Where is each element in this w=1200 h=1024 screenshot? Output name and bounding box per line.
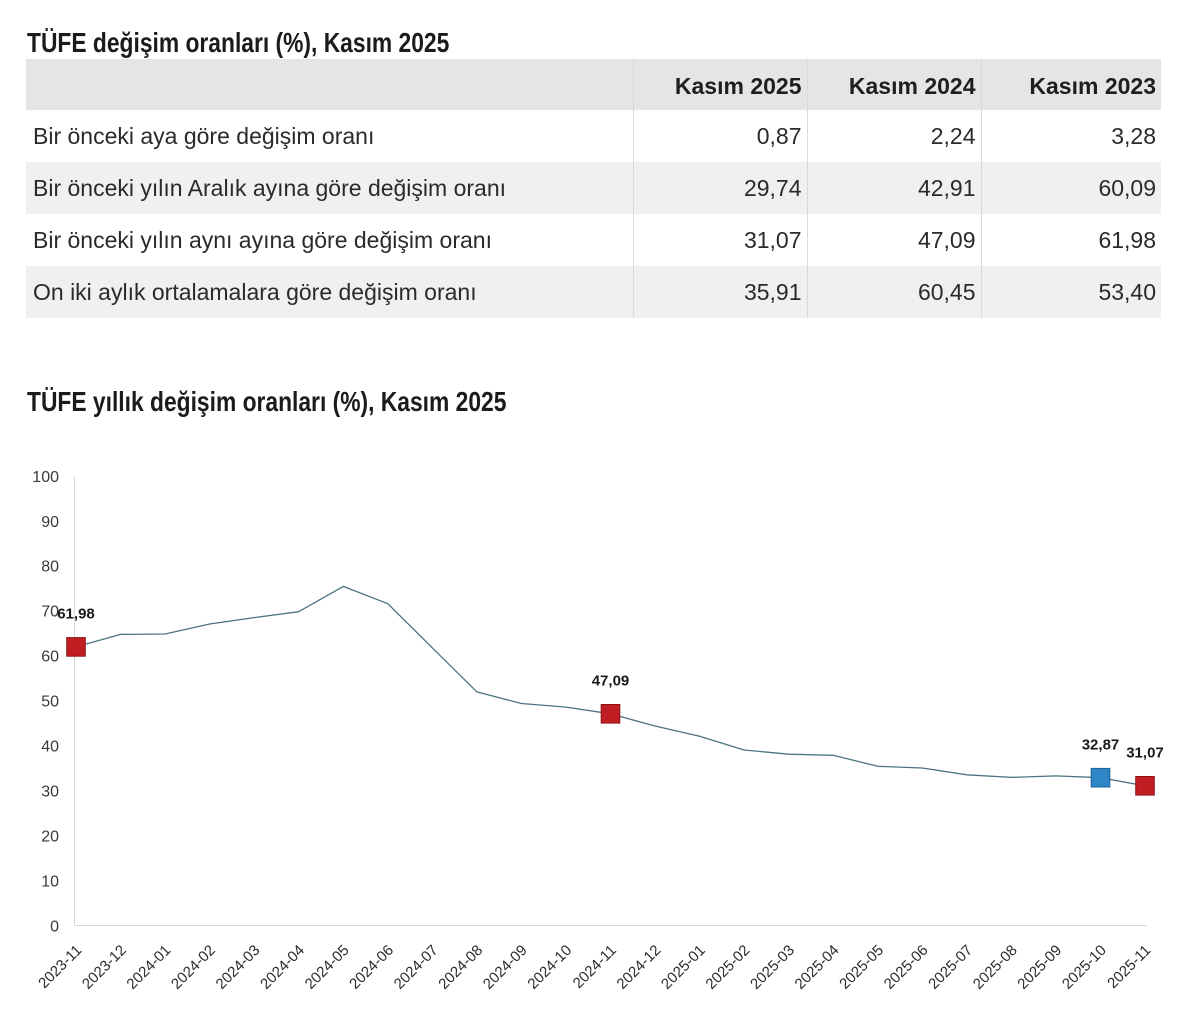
svg-text:40: 40	[41, 739, 59, 756]
svg-text:2024-05: 2024-05	[302, 942, 353, 993]
svg-text:2025-03: 2025-03	[747, 942, 798, 993]
svg-text:2025-11: 2025-11	[1104, 942, 1154, 992]
svg-text:2025-01: 2025-01	[658, 942, 709, 993]
svg-text:2024-11: 2024-11	[570, 942, 620, 992]
svg-text:2024-09: 2024-09	[480, 942, 531, 993]
svg-text:50: 50	[41, 694, 59, 711]
svg-text:2024-01: 2024-01	[123, 942, 174, 993]
svg-text:31,07: 31,07	[1126, 745, 1164, 762]
svg-text:2024-02: 2024-02	[168, 942, 219, 993]
svg-text:2024-12: 2024-12	[613, 942, 664, 993]
svg-text:2025-09: 2025-09	[1014, 942, 1065, 993]
svg-text:90: 90	[41, 514, 59, 531]
svg-text:2025-02: 2025-02	[702, 942, 753, 993]
svg-text:20: 20	[41, 828, 59, 845]
svg-text:80: 80	[41, 559, 59, 576]
svg-text:2023-11: 2023-11	[35, 942, 85, 992]
svg-text:30: 30	[41, 783, 59, 800]
svg-text:2025-08: 2025-08	[970, 942, 1021, 993]
svg-text:32,87: 32,87	[1082, 737, 1120, 754]
svg-text:2025-05: 2025-05	[836, 942, 887, 993]
svg-text:2023-12: 2023-12	[79, 942, 130, 993]
svg-text:2024-03: 2024-03	[213, 942, 264, 993]
svg-text:100: 100	[32, 469, 59, 486]
svg-text:61,98: 61,98	[57, 606, 95, 623]
svg-text:2024-07: 2024-07	[391, 942, 442, 993]
svg-text:2024-06: 2024-06	[346, 942, 397, 993]
svg-text:2025-06: 2025-06	[881, 942, 932, 993]
svg-text:70: 70	[41, 604, 59, 621]
svg-text:0: 0	[50, 918, 59, 935]
svg-text:2025-04: 2025-04	[792, 942, 843, 993]
svg-text:60: 60	[41, 649, 59, 666]
svg-text:2024-04: 2024-04	[257, 942, 308, 993]
svg-text:10: 10	[41, 873, 59, 890]
svg-text:2025-10: 2025-10	[1059, 942, 1110, 993]
svg-text:47,09: 47,09	[592, 673, 630, 690]
svg-text:2024-08: 2024-08	[435, 942, 486, 993]
svg-text:2024-10: 2024-10	[524, 942, 575, 993]
svg-text:2025-07: 2025-07	[925, 942, 976, 993]
